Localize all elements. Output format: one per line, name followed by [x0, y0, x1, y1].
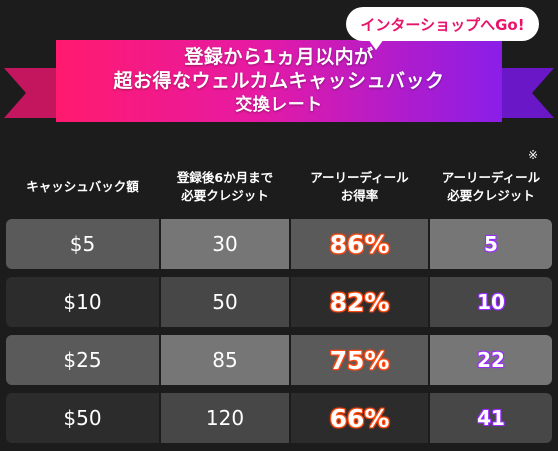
early-deal-credits: 22: [430, 335, 552, 385]
header-early-deal-rate-line2: お得率: [340, 188, 379, 203]
welcome-cashback-banner: 登録から1ヵ月以内が 超お得なウェルカムキャッシュバック 交換レート インターシ…: [0, 0, 558, 150]
rate-value: 75%: [329, 345, 390, 375]
table-row: $50 120 66% 41: [6, 393, 552, 443]
early-deal-credits: 10: [430, 277, 552, 327]
rate-value: 86%: [329, 229, 390, 259]
early-deal-credits: 41: [430, 393, 552, 443]
header-early-deal-rate: アーリーディール お得率: [291, 167, 428, 207]
early-credits-value: 41: [477, 406, 505, 430]
header-early-deal-credits: アーリーディール 必要クレジット: [430, 167, 552, 207]
early-deal-rate: 86%: [291, 219, 428, 269]
banner-line-3: 交換レート: [235, 95, 323, 115]
required-credits: 85: [161, 335, 289, 385]
rate-value: 82%: [329, 287, 390, 317]
cashback-amount: $5: [6, 219, 159, 269]
header-early-deal-rate-line1: アーリーディール: [310, 170, 409, 185]
early-deal-rate: 82%: [291, 277, 428, 327]
required-credits: 50: [161, 277, 289, 327]
header-early-deal-credits-line2: 必要クレジット: [447, 188, 535, 203]
early-credits-value: 22: [477, 348, 505, 372]
header-required-credits: 登録後6か月まで 必要クレジット: [161, 167, 289, 207]
bubble-label: インターショップへGo!: [360, 15, 525, 34]
early-deal-rate: 66%: [291, 393, 428, 443]
early-deal-credits: 5: [430, 219, 552, 269]
header-cashback-amount: キャッシュバック額: [6, 167, 159, 207]
cashback-amount: $25: [6, 335, 159, 385]
table-row: $5 30 86% 5: [6, 219, 552, 269]
header-cashback-amount-label: キャッシュバック額: [26, 179, 139, 194]
ribbon-title: 登録から1ヵ月以内が 超お得なウェルカムキャッシュバック 交換レート: [56, 40, 502, 122]
banner-line-2: 超お得なウェルカムキャッシュバック: [113, 70, 445, 92]
table-row: $25 85 75% 22: [6, 335, 552, 385]
cashback-amount: $10: [6, 277, 159, 327]
early-credits-value: 5: [484, 232, 498, 256]
note-mark: ※: [528, 148, 539, 162]
cashback-rate-table: $5 30 86% 5 $10 50 82% 10 $25 85 75% 22 …: [6, 219, 552, 451]
header-required-credits-line1: 登録後6か月まで: [176, 170, 274, 185]
table-row: $10 50 82% 10: [6, 277, 552, 327]
cashback-amount: $50: [6, 393, 159, 443]
rate-value: 66%: [329, 403, 390, 433]
early-credits-value: 10: [477, 290, 505, 314]
go-to-intershop-bubble[interactable]: インターショップへGo!: [346, 7, 539, 50]
early-deal-rate: 75%: [291, 335, 428, 385]
header-required-credits-line2: 必要クレジット: [181, 188, 269, 203]
banner-line-1: 登録から1ヵ月以内が: [184, 46, 374, 68]
header-early-deal-credits-line1: アーリーディール: [441, 170, 541, 185]
required-credits: 120: [161, 393, 289, 443]
required-credits: 30: [161, 219, 289, 269]
